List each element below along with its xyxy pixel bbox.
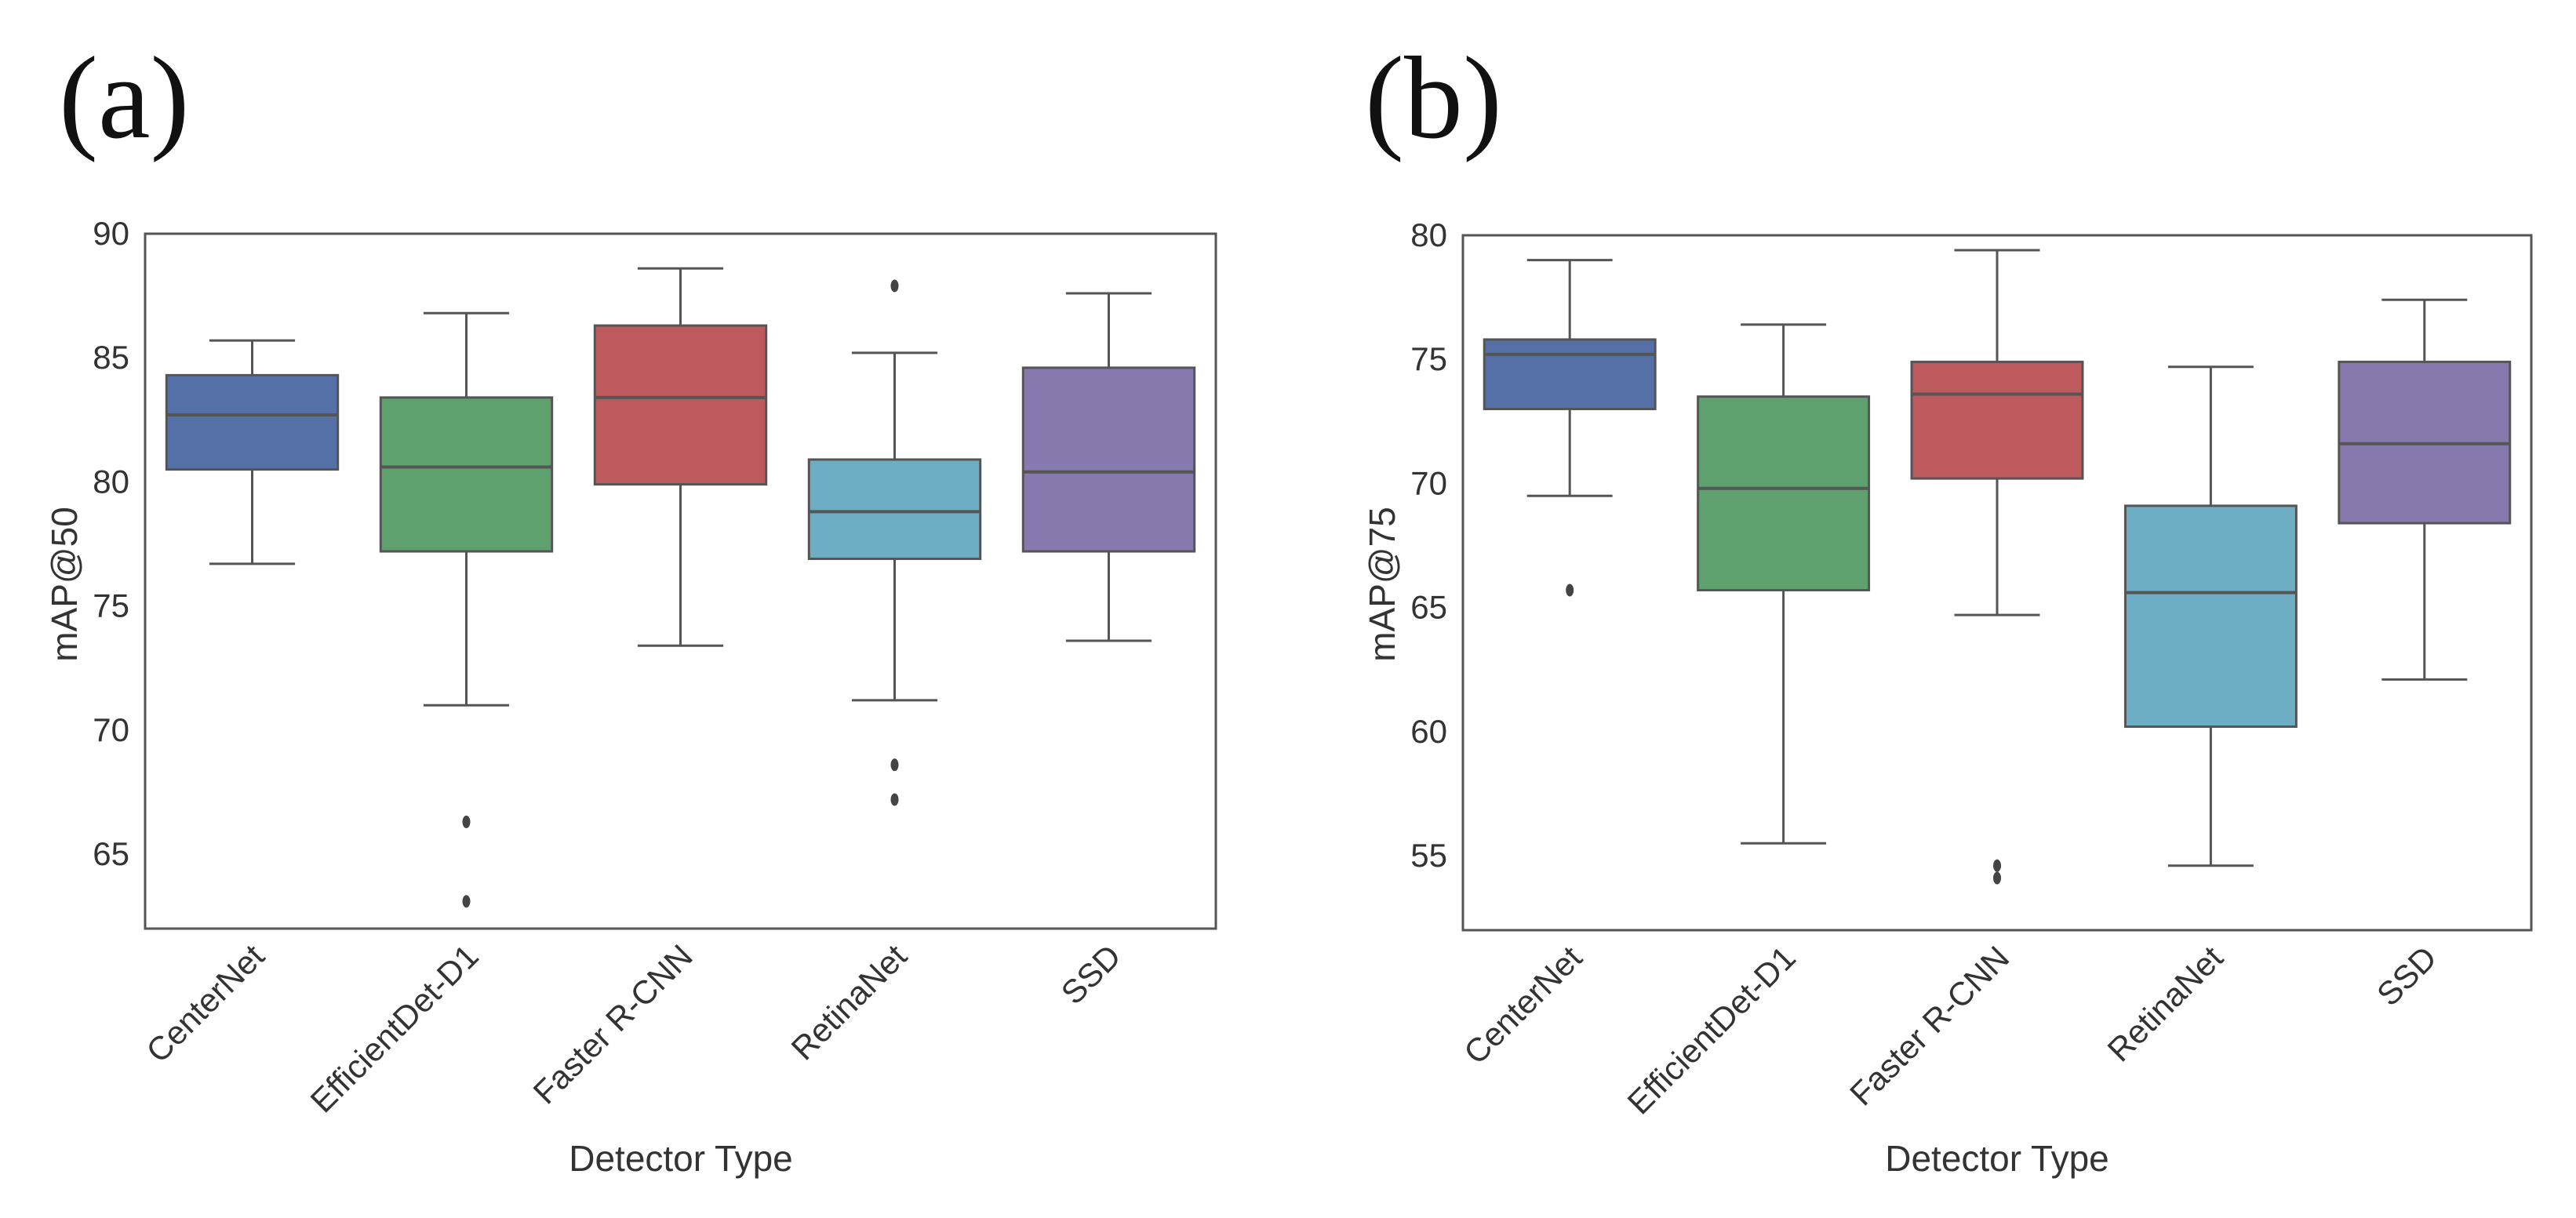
box-retinanet <box>807 458 982 561</box>
y-tick-label-b: 60 <box>1410 713 1447 750</box>
y-tick-label-a: 90 <box>93 215 129 252</box>
plot-frame-a <box>144 232 1217 930</box>
y-axis-label-a: mAP@50 <box>44 507 85 662</box>
outlier-point <box>1993 859 2001 872</box>
panel-label-b: (b) <box>1365 33 1502 163</box>
y-tick-label-a: 75 <box>93 587 129 624</box>
box-retinanet <box>2123 504 2298 729</box>
box-group-a <box>807 279 982 806</box>
panel-label-a: (a) <box>59 33 189 163</box>
box-group-b <box>1483 259 1657 597</box>
x-axis-label-a: Detector Type <box>569 1138 793 1179</box>
box-group-b <box>2338 298 2512 681</box>
y-tick-label-a: 80 <box>93 463 129 500</box>
outlier-point <box>890 279 899 293</box>
y-tick-label-b: 75 <box>1410 340 1447 377</box>
y-tick-label-b: 65 <box>1410 589 1447 626</box>
box-centernet <box>165 373 340 471</box>
box-ssd <box>1021 366 1196 553</box>
y-tick-label-a: 70 <box>93 711 129 748</box>
outlier-point <box>890 758 899 772</box>
y-axis-label-b: mAP@75 <box>1362 507 1403 662</box>
y-tick-label-b: 70 <box>1410 464 1447 501</box>
box-centernet <box>1483 338 1657 410</box>
plot-frame-b <box>1461 234 2533 932</box>
outlier-point <box>1566 584 1574 597</box>
box-efficientdet-d1 <box>379 396 554 553</box>
outlier-point <box>890 793 899 806</box>
box-group-a <box>165 339 340 565</box>
x-axis-label-b: Detector Type <box>1885 1138 2109 1179</box>
box-group-b <box>1697 323 1871 845</box>
box-efficientdet-d1 <box>1697 395 1871 591</box>
y-tick-label-a: 65 <box>93 835 129 872</box>
box-group-b <box>1910 249 2084 885</box>
box-faster-r-cnn <box>593 324 768 486</box>
box-group-a <box>379 311 554 908</box>
y-tick-label-b: 55 <box>1410 837 1447 874</box>
y-tick-label-b: 80 <box>1410 216 1447 253</box>
outlier-point <box>462 815 471 828</box>
outlier-point <box>1993 871 2001 885</box>
chart-panel-a: (a) mAP@50 Detector Type 657075808590Cen… <box>44 33 1217 1179</box>
outlier-point <box>462 895 471 908</box>
box-group-b <box>2123 365 2298 867</box>
y-tick-label-a: 85 <box>93 339 129 376</box>
box-group-a <box>593 267 768 647</box>
box-group-a <box>1021 292 1196 642</box>
box-faster-r-cnn <box>1910 360 2084 480</box>
